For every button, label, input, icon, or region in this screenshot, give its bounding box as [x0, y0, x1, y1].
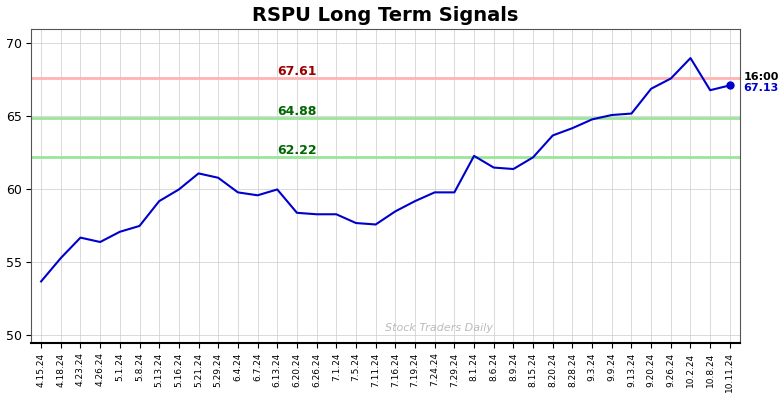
Text: Stock Traders Daily: Stock Traders Daily — [386, 322, 493, 332]
Text: 67.61: 67.61 — [278, 65, 317, 78]
Text: 64.88: 64.88 — [278, 105, 317, 118]
Title: RSPU Long Term Signals: RSPU Long Term Signals — [252, 6, 519, 25]
Text: 67.13: 67.13 — [744, 82, 779, 93]
Text: 16:00: 16:00 — [744, 72, 779, 82]
Text: 62.22: 62.22 — [277, 144, 317, 157]
